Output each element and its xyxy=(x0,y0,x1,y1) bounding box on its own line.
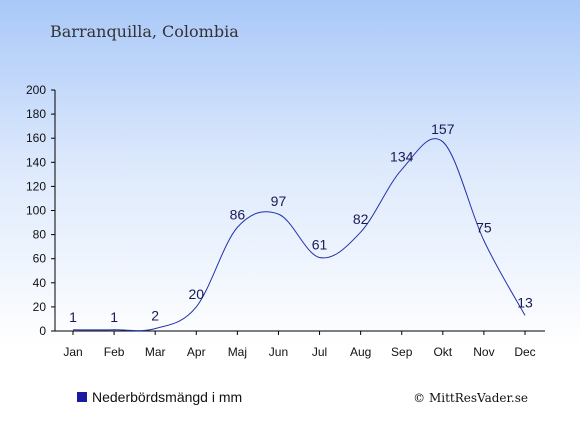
data-label: 2 xyxy=(151,308,159,324)
data-label: 97 xyxy=(271,193,287,209)
y-tick-label: 140 xyxy=(26,155,46,169)
x-ticks: Jan Feb Mar Apr Maj Jun Jul Aug Sep Okt Nov Dec xyxy=(63,331,536,359)
data-labels: 1 1 2 20 86 97 61 82 134 157 75 13 xyxy=(69,121,533,325)
y-tick-label: 60 xyxy=(33,252,47,266)
data-label: 13 xyxy=(517,294,533,310)
legend-swatch xyxy=(77,392,87,402)
y-tick-label: 20 xyxy=(33,300,47,314)
data-label: 157 xyxy=(431,121,455,137)
data-label: 82 xyxy=(353,211,369,227)
y-tick-label: 80 xyxy=(33,228,47,242)
data-label: 134 xyxy=(390,149,414,165)
x-tick-label: Jul xyxy=(312,345,327,359)
y-ticks: 0 20 40 60 80 100 120 140 160 180 200 xyxy=(26,83,55,338)
data-label: 20 xyxy=(188,286,204,302)
x-tick-label: Okt xyxy=(433,345,452,359)
credit-text: © MittResVader.se xyxy=(413,391,528,405)
location-title: Barranquilla, Colombia xyxy=(50,22,239,41)
x-tick-label: Nov xyxy=(473,345,494,359)
legend-label: Nederbördsmängd i mm xyxy=(92,389,242,405)
y-tick-label: 100 xyxy=(26,204,46,218)
x-tick-label: Aug xyxy=(350,345,371,359)
y-tick-label: 0 xyxy=(39,324,46,338)
x-tick-label: Feb xyxy=(104,345,125,359)
series-line xyxy=(72,138,526,332)
data-label: 1 xyxy=(69,309,77,325)
data-label: 75 xyxy=(476,220,492,236)
x-tick-label: Sep xyxy=(391,345,413,359)
x-tick-label: Mar xyxy=(145,345,166,359)
x-tick-label: Maj xyxy=(228,345,247,359)
y-tick-label: 200 xyxy=(26,83,46,97)
data-label: 1 xyxy=(110,309,118,325)
y-tick-label: 180 xyxy=(26,107,46,121)
y-tick-label: 120 xyxy=(26,179,46,193)
x-tick-label: Jan xyxy=(63,345,82,359)
y-tick-label: 160 xyxy=(26,131,46,145)
x-tick-label: Apr xyxy=(187,345,206,359)
data-label: 86 xyxy=(230,206,246,222)
x-tick-label: Dec xyxy=(514,345,535,359)
x-tick-label: Jun xyxy=(269,345,288,359)
y-tick-label: 40 xyxy=(33,276,47,290)
data-label: 61 xyxy=(312,236,328,252)
